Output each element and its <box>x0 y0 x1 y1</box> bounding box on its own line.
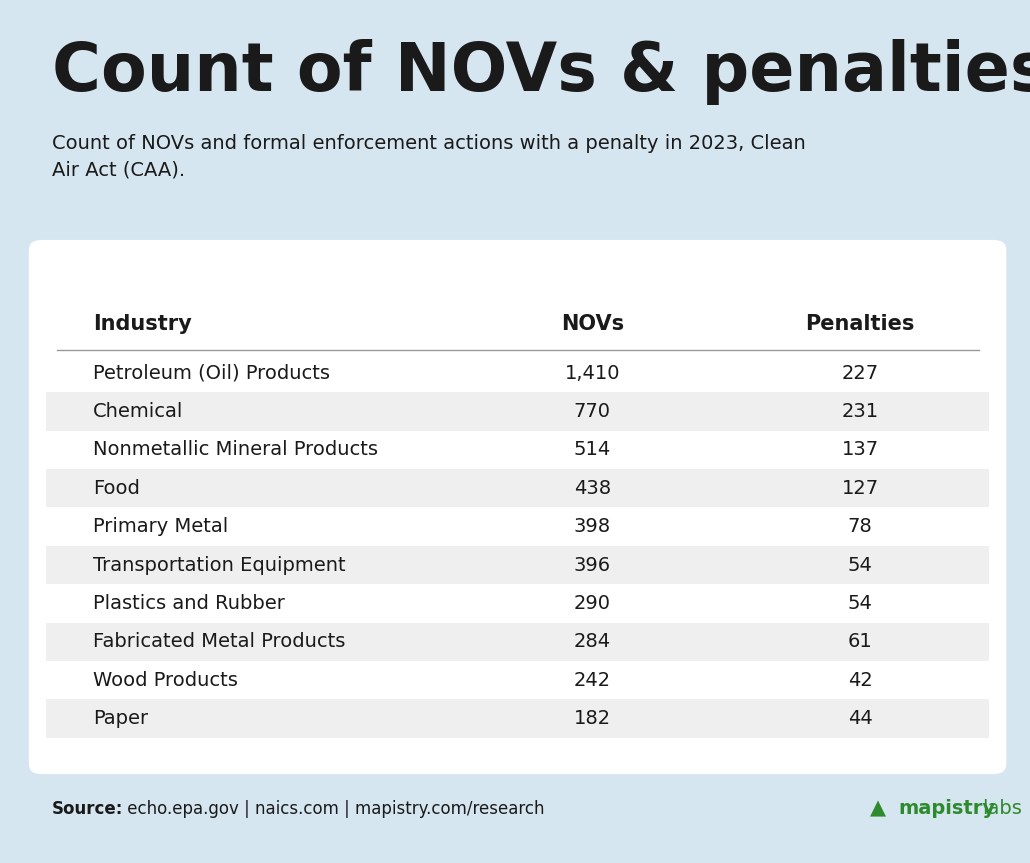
Text: Transportation Equipment: Transportation Equipment <box>93 556 345 575</box>
Text: 61: 61 <box>848 633 872 652</box>
Text: Chemical: Chemical <box>93 402 183 421</box>
Text: 231: 231 <box>842 402 879 421</box>
Text: Petroleum (Oil) Products: Petroleum (Oil) Products <box>93 363 330 382</box>
Text: labs: labs <box>983 799 1023 818</box>
Text: Source:: Source: <box>52 800 123 817</box>
Text: 1,410: 1,410 <box>564 363 620 382</box>
Text: Nonmetallic Mineral Products: Nonmetallic Mineral Products <box>93 440 378 459</box>
Text: Wood Products: Wood Products <box>93 671 238 690</box>
Text: 396: 396 <box>574 556 611 575</box>
Text: 514: 514 <box>574 440 611 459</box>
Text: 54: 54 <box>848 556 872 575</box>
Text: Count of NOVs and formal enforcement actions with a penalty in 2023, Clean
Air A: Count of NOVs and formal enforcement act… <box>52 134 805 180</box>
Text: 127: 127 <box>842 479 879 498</box>
Text: ▲: ▲ <box>870 798 887 819</box>
Text: 42: 42 <box>848 671 872 690</box>
Text: mapistry: mapistry <box>898 799 995 818</box>
Text: 137: 137 <box>842 440 879 459</box>
Text: echo.epa.gov | naics.com | mapistry.com/research: echo.epa.gov | naics.com | mapistry.com/… <box>122 800 544 817</box>
Text: Primary Metal: Primary Metal <box>93 517 228 536</box>
Text: 182: 182 <box>574 709 611 728</box>
Text: 242: 242 <box>574 671 611 690</box>
Text: Paper: Paper <box>93 709 148 728</box>
Text: Fabricated Metal Products: Fabricated Metal Products <box>93 633 345 652</box>
Text: 78: 78 <box>848 517 872 536</box>
Text: Industry: Industry <box>93 313 192 334</box>
Text: 284: 284 <box>574 633 611 652</box>
Text: 290: 290 <box>574 594 611 613</box>
Text: 227: 227 <box>842 363 879 382</box>
Text: 438: 438 <box>574 479 611 498</box>
Text: 770: 770 <box>574 402 611 421</box>
Text: Food: Food <box>93 479 140 498</box>
Text: 54: 54 <box>848 594 872 613</box>
Text: Penalties: Penalties <box>805 313 915 334</box>
Text: 44: 44 <box>848 709 872 728</box>
Text: NOVs: NOVs <box>560 313 624 334</box>
Text: 398: 398 <box>574 517 611 536</box>
Text: Count of NOVs & penalties: Count of NOVs & penalties <box>52 39 1030 104</box>
Text: Plastics and Rubber: Plastics and Rubber <box>93 594 284 613</box>
